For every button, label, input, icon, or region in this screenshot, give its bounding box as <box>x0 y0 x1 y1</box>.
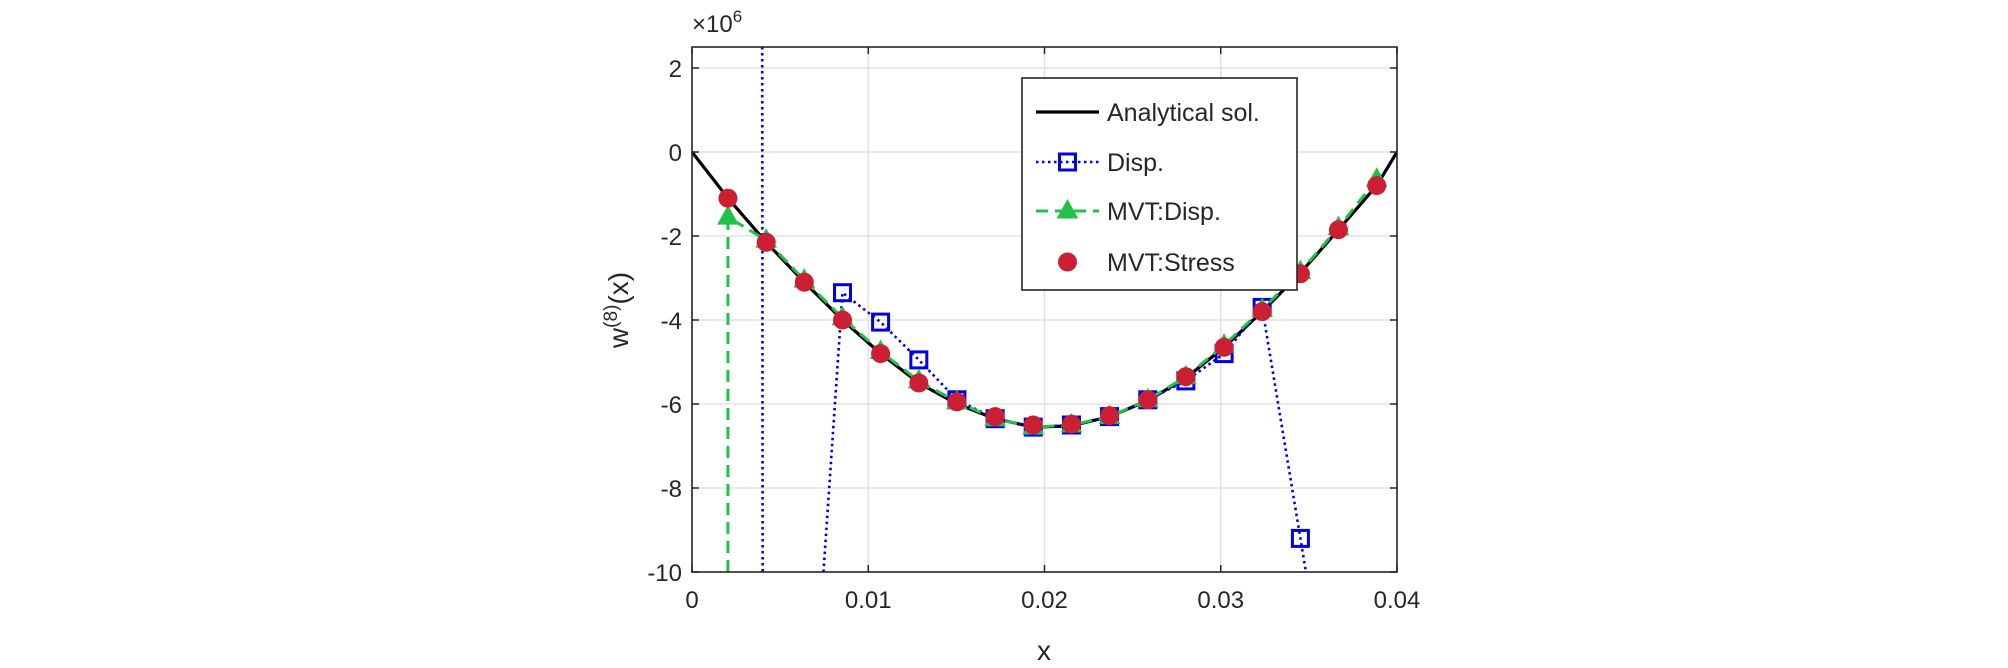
data-point-mvt-stress <box>1023 415 1043 435</box>
y-tick-label: -10 <box>647 560 682 587</box>
data-point-mvt-disp <box>717 205 739 225</box>
legend-marker-square <box>1058 152 1077 172</box>
series-layer <box>692 47 1397 572</box>
legend-label: MVT:Disp. <box>1107 198 1221 226</box>
data-point-mvt-stress <box>1138 390 1158 410</box>
y-exponent-label: ×106 <box>692 7 742 38</box>
data-point-mvt-stress <box>833 310 853 330</box>
legend-label: MVT:Stress <box>1107 249 1235 277</box>
y-tick-label: -2 <box>661 224 682 251</box>
data-point-mvt-stress <box>1214 337 1234 357</box>
legend-entry-mvt-disp: MVT:Disp. <box>1036 198 1221 226</box>
legend-entry-analytical-sol: Analytical sol. <box>1036 99 1260 127</box>
legend-label: Analytical sol. <box>1107 99 1260 127</box>
data-point-mvt-stress <box>1100 406 1120 426</box>
data-point-mvt-stress <box>718 188 738 208</box>
data-point-disp <box>871 312 891 332</box>
y-tick-label: -8 <box>661 476 682 503</box>
data-point-mvt-stress <box>871 344 891 364</box>
data-point-disp <box>833 283 853 303</box>
x-tick-label: 0 <box>685 587 698 614</box>
y-tick-label: 0 <box>669 140 682 167</box>
legend-label: Disp. <box>1107 149 1164 177</box>
x-tick-label: 0.01 <box>845 587 892 614</box>
data-point-mvt-stress <box>1176 367 1196 387</box>
y-tick-label: 2 <box>669 56 682 83</box>
x-tick-label: 0.04 <box>1374 587 1421 614</box>
legend-marker-triangle <box>1056 198 1079 219</box>
data-point-mvt-stress <box>1252 302 1272 322</box>
y-axis-label: w(8)(x) <box>601 272 634 349</box>
data-point-mvt-stress <box>985 407 1005 427</box>
data-point-disp <box>909 350 929 370</box>
data-point-mvt-stress <box>1061 414 1081 434</box>
legend-marker-circle <box>1058 252 1077 272</box>
legend-entry-disp: Disp. <box>1036 149 1164 177</box>
data-point-mvt-stress <box>794 272 814 292</box>
data-point-disp <box>1290 528 1310 548</box>
ticks: 0 0.01 0.02 0.03 0.04 2 0 -2 -4 -6 -8 -10 <box>647 47 1420 614</box>
data-point-mvt-stress <box>947 392 967 412</box>
x-tick-label: 0.02 <box>1021 587 1068 614</box>
legend-entry-mvt-stress: MVT:Stress <box>1058 249 1235 277</box>
data-point-mvt-stress <box>1328 220 1348 240</box>
data-point-mvt-stress <box>756 232 776 252</box>
legend: Analytical sol. Disp. MVT:Disp. MVT:Stress <box>1021 77 1298 291</box>
series-mvt-stress <box>718 176 1387 435</box>
y-tick-label: -6 <box>661 392 682 419</box>
x-axis-label: x <box>1037 635 1051 666</box>
x-tick-label: 0.03 <box>1197 587 1244 614</box>
data-point-mvt-stress <box>909 373 929 393</box>
data-point-mvt-stress <box>1367 176 1387 196</box>
y-tick-label: -4 <box>661 308 682 335</box>
